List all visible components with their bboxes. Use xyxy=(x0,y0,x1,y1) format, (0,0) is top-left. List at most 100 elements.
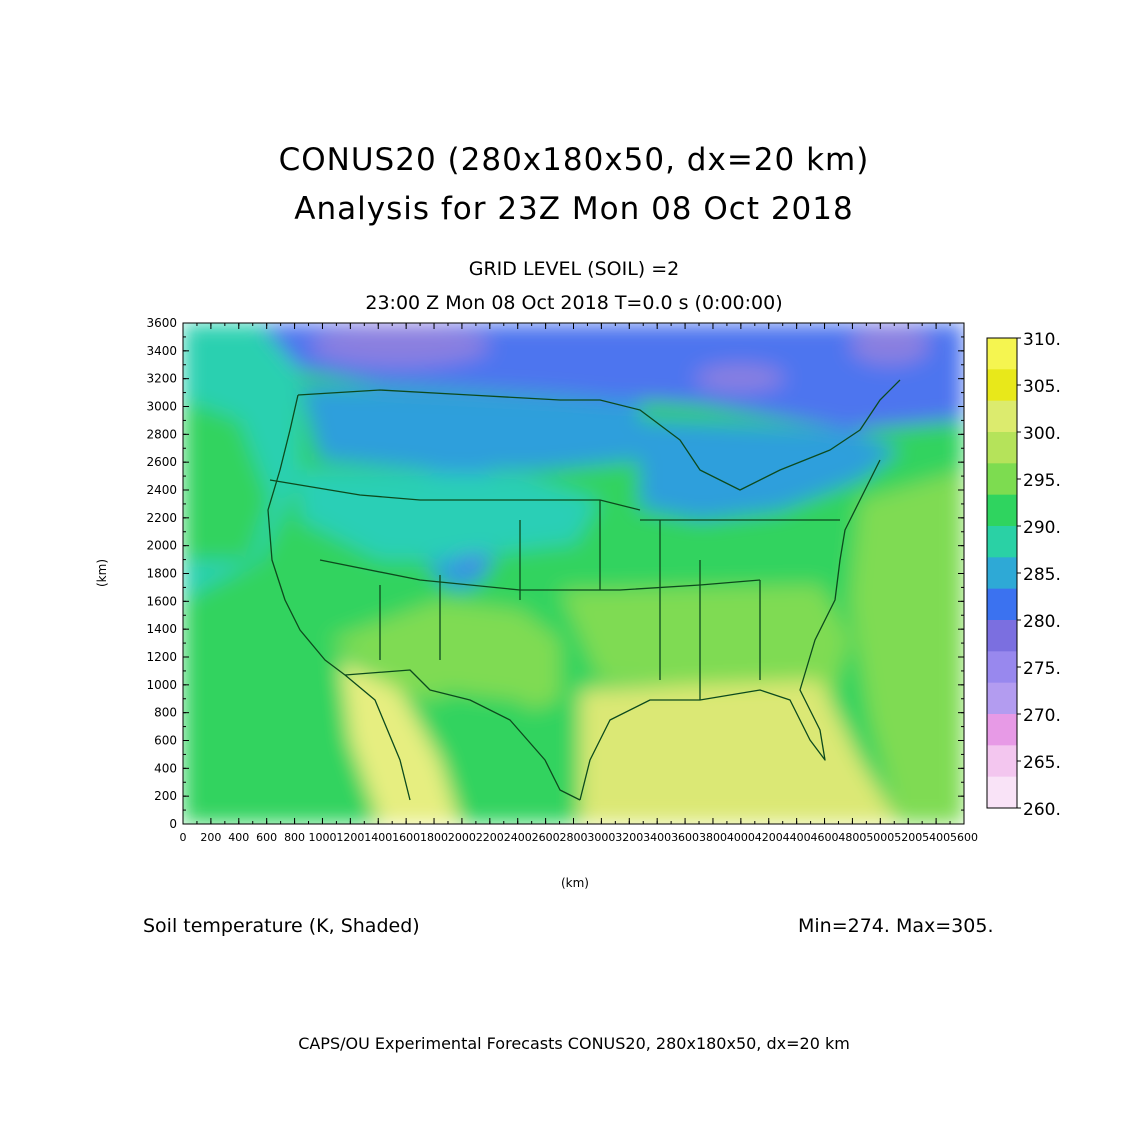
y-tick-label: 2800 xyxy=(146,427,177,441)
x-tick-label: 2200 xyxy=(476,831,504,844)
field-region xyxy=(300,470,640,560)
map-outline xyxy=(267,394,411,801)
colorbar-swatch xyxy=(987,620,1017,652)
field-region xyxy=(310,323,490,367)
field-region xyxy=(695,364,785,392)
map-outline xyxy=(319,559,761,591)
map-outline xyxy=(269,479,641,511)
colorbar-label: 290. xyxy=(1023,518,1061,538)
colorbar-swatch xyxy=(987,682,1017,715)
x-tick-label: 4800 xyxy=(838,831,866,844)
field-region xyxy=(640,420,900,520)
x-tick-label: 3400 xyxy=(643,831,671,844)
map-outline xyxy=(579,459,881,801)
y-tick-label: 3200 xyxy=(146,372,177,386)
x-tick-label: 3600 xyxy=(671,831,699,844)
field-region xyxy=(440,690,560,824)
y-tick-label: 2400 xyxy=(146,483,177,497)
colorbar-swatch xyxy=(987,463,1017,496)
min-max-caption: Min=274. Max=305. xyxy=(798,915,994,937)
colorbar-swatch xyxy=(987,588,1017,621)
colorbar-label: 275. xyxy=(1023,659,1061,679)
x-tick-label: 5000 xyxy=(866,831,894,844)
y-axis-label: (km) xyxy=(95,559,109,587)
x-tick-label: 4200 xyxy=(755,831,783,844)
colorbar-swatch xyxy=(987,745,1017,778)
shaded-field xyxy=(183,323,964,824)
x-tick-label: 5600 xyxy=(950,831,978,844)
x-tick-label: 3000 xyxy=(587,831,615,844)
colorbar-label: 305. xyxy=(1023,377,1061,397)
x-tick-label: 4400 xyxy=(783,831,811,844)
colorbar-swatch xyxy=(987,369,1017,402)
x-tick-label: 1200 xyxy=(336,831,364,844)
x-tick-label: 2400 xyxy=(504,831,532,844)
colorbar-swatch xyxy=(987,338,1017,370)
colorbar-swatch xyxy=(987,526,1017,558)
grid-level-label: GRID LEVEL (SOIL) =2 xyxy=(468,258,680,280)
x-tick-label: 2600 xyxy=(532,831,560,844)
footer-credit: CAPS/OU Experimental Forecasts CONUS20, … xyxy=(298,1034,850,1053)
y-tick-label: 3000 xyxy=(146,400,177,414)
y-tick-label: 3600 xyxy=(146,316,177,330)
y-tick-label: 400 xyxy=(154,761,177,775)
x-tick-label: 1800 xyxy=(420,831,448,844)
y-tick-label: 1600 xyxy=(146,594,177,608)
colorbar-swatch xyxy=(987,432,1017,464)
y-tick-label: 3400 xyxy=(146,344,177,358)
y-tick-label: 1000 xyxy=(146,678,177,692)
x-tick-label: 4000 xyxy=(727,831,755,844)
valid-time-label: 23:00 Z Mon 08 Oct 2018 T=0.0 s (0:00:00… xyxy=(365,292,783,314)
colorbar-label: 310. xyxy=(1023,330,1061,350)
colorbar-label: 270. xyxy=(1023,706,1061,726)
colorbar-swatch xyxy=(987,494,1017,527)
map-outline xyxy=(640,519,840,700)
x-tick-label: 5400 xyxy=(922,831,950,844)
field-region xyxy=(560,585,850,700)
x-tick-label: 1600 xyxy=(392,831,420,844)
colorbar-swatch xyxy=(987,400,1017,433)
field-region xyxy=(850,325,930,365)
field-region xyxy=(580,680,900,824)
map-outline xyxy=(344,669,581,801)
field-region xyxy=(340,660,460,824)
colorbar-label: 285. xyxy=(1023,565,1061,585)
y-tick-label: 2600 xyxy=(146,455,177,469)
y-tick-label: 1200 xyxy=(146,650,177,664)
x-tick-label: 800 xyxy=(284,831,305,844)
y-tick-label: 2000 xyxy=(146,539,177,553)
colorbar-swatch xyxy=(987,776,1017,809)
x-axis-label: (km) xyxy=(561,876,589,890)
colorbar-swatch xyxy=(987,557,1017,590)
x-tick-label: 5200 xyxy=(894,831,922,844)
field-region xyxy=(850,470,964,824)
y-tick-label: 600 xyxy=(154,734,177,748)
x-tick-label: 600 xyxy=(256,831,277,844)
x-tick-label: 400 xyxy=(228,831,249,844)
x-tick-label: 1000 xyxy=(308,831,336,844)
colorbar-label: 280. xyxy=(1023,612,1061,632)
y-tick-label: 0 xyxy=(169,817,177,831)
x-tick-label: 1400 xyxy=(364,831,392,844)
chart-title: CONUS20 (280x180x50, dx=20 km) xyxy=(278,142,870,178)
x-tick-label: 3800 xyxy=(699,831,727,844)
field-caption: Soil temperature (K, Shaded) xyxy=(143,915,420,937)
x-tick-label: 2000 xyxy=(448,831,476,844)
y-tick-label: 2200 xyxy=(146,511,177,525)
field-region xyxy=(560,500,780,590)
chart-title-line2: Analysis for 23Z Mon 08 Oct 2018 xyxy=(294,191,854,227)
colorbar-label: 300. xyxy=(1023,424,1061,444)
x-tick-label: 3200 xyxy=(615,831,643,844)
colorbar-label: 295. xyxy=(1023,471,1061,491)
field-region xyxy=(183,560,330,824)
x-tick-label: 2800 xyxy=(560,831,588,844)
y-tick-label: 1800 xyxy=(146,567,177,581)
x-tick-label: 4600 xyxy=(811,831,839,844)
colorbar-label: 260. xyxy=(1023,800,1061,820)
field-region xyxy=(300,385,640,470)
y-tick-label: 1400 xyxy=(146,622,177,636)
y-tick-label: 200 xyxy=(154,789,177,803)
colorbar-swatch xyxy=(987,651,1017,684)
x-tick-label: 0 xyxy=(180,831,187,844)
